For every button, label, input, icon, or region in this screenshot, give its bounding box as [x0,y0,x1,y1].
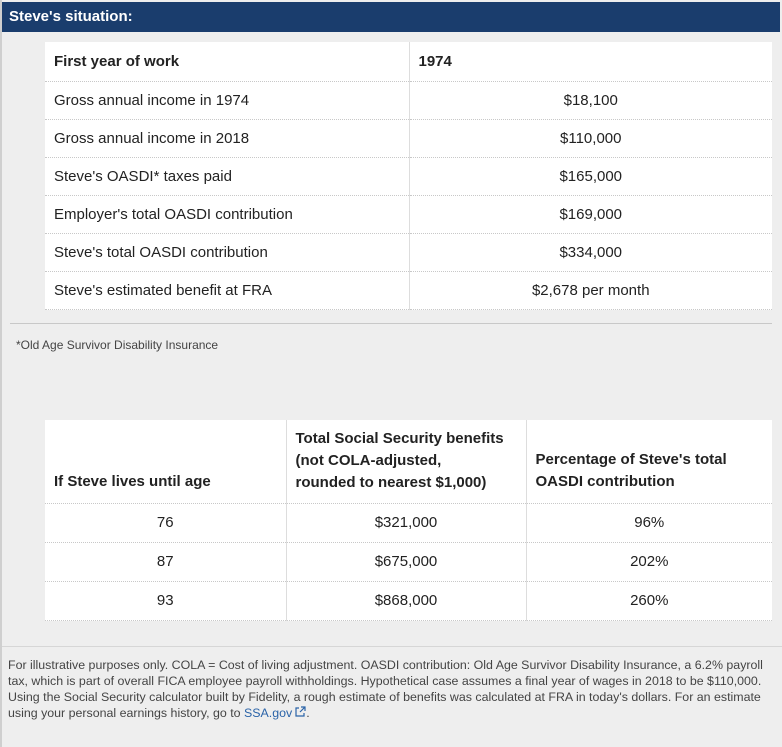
header-label: First year of work [45,42,410,82]
cell-age: 87 [45,542,287,582]
table-row: Employer's total OASDI contribution $169… [45,195,772,234]
cell-percentage: 202% [526,542,772,582]
row-label: Steve's estimated benefit at FRA [45,271,410,310]
section-divider [10,323,772,324]
header-value: 1974 [409,42,772,82]
disclaimer-divider [2,646,782,647]
benefits-table: If Steve lives until age Total Social Se… [45,420,772,621]
column-header-percentage: Percentage of Steve's total OASDI contri… [526,420,772,504]
row-label: Gross annual income in 1974 [45,81,410,120]
cell-percentage: 260% [526,581,772,621]
section-header: Steve's situation: [2,2,780,32]
cell-benefits: $868,000 [286,581,527,621]
footnote: *Old Age Survivor Disability Insurance [16,338,219,352]
row-label: Steve's total OASDI contribution [45,233,410,272]
cell-benefits: $321,000 [286,503,527,543]
row-value: $165,000 [409,157,772,196]
ssa-gov-link[interactable]: SSA.gov [244,706,306,720]
disclaimer-end: . [306,706,310,720]
table-row: Gross annual income in 1974 $18,100 [45,81,772,120]
cell-age: 93 [45,581,287,621]
row-label: Employer's total OASDI contribution [45,195,410,234]
ssa-gov-link-label: SSA.gov [244,706,293,720]
table-row: Steve's OASDI* taxes paid $165,000 [45,157,772,196]
table-row: 87 $675,000 202% [45,542,772,582]
table-row: 76 $321,000 96% [45,503,772,543]
left-frame-border [0,0,2,747]
row-value: $110,000 [409,119,772,158]
column-header-age: If Steve lives until age [45,420,287,504]
table-row: 93 $868,000 260% [45,581,772,621]
table-header-row: First year of work 1974 [45,42,772,82]
row-label: Steve's OASDI* taxes paid [45,157,410,196]
cell-percentage: 96% [526,503,772,543]
table-row: Steve's estimated benefit at FRA $2,678 … [45,271,772,310]
row-value: $18,100 [409,81,772,120]
external-link-icon [295,706,306,717]
table-row: Gross annual income in 2018 $110,000 [45,119,772,158]
cell-age: 76 [45,503,287,543]
cell-benefits: $675,000 [286,542,527,582]
table-header-row: If Steve lives until age Total Social Se… [45,420,772,504]
row-value: $334,000 [409,233,772,272]
table-row: Steve's total OASDI contribution $334,00… [45,233,772,272]
row-label: Gross annual income in 2018 [45,119,410,158]
column-header-benefits: Total Social Security benefits (not COLA… [286,420,527,504]
row-value: $2,678 per month [409,271,772,310]
row-value: $169,000 [409,195,772,234]
disclaimer: For illustrative purposes only. COLA = C… [8,657,774,721]
disclaimer-text: For illustrative purposes only. COLA = C… [8,658,763,720]
situation-table: First year of work 1974 Gross annual inc… [45,42,772,310]
